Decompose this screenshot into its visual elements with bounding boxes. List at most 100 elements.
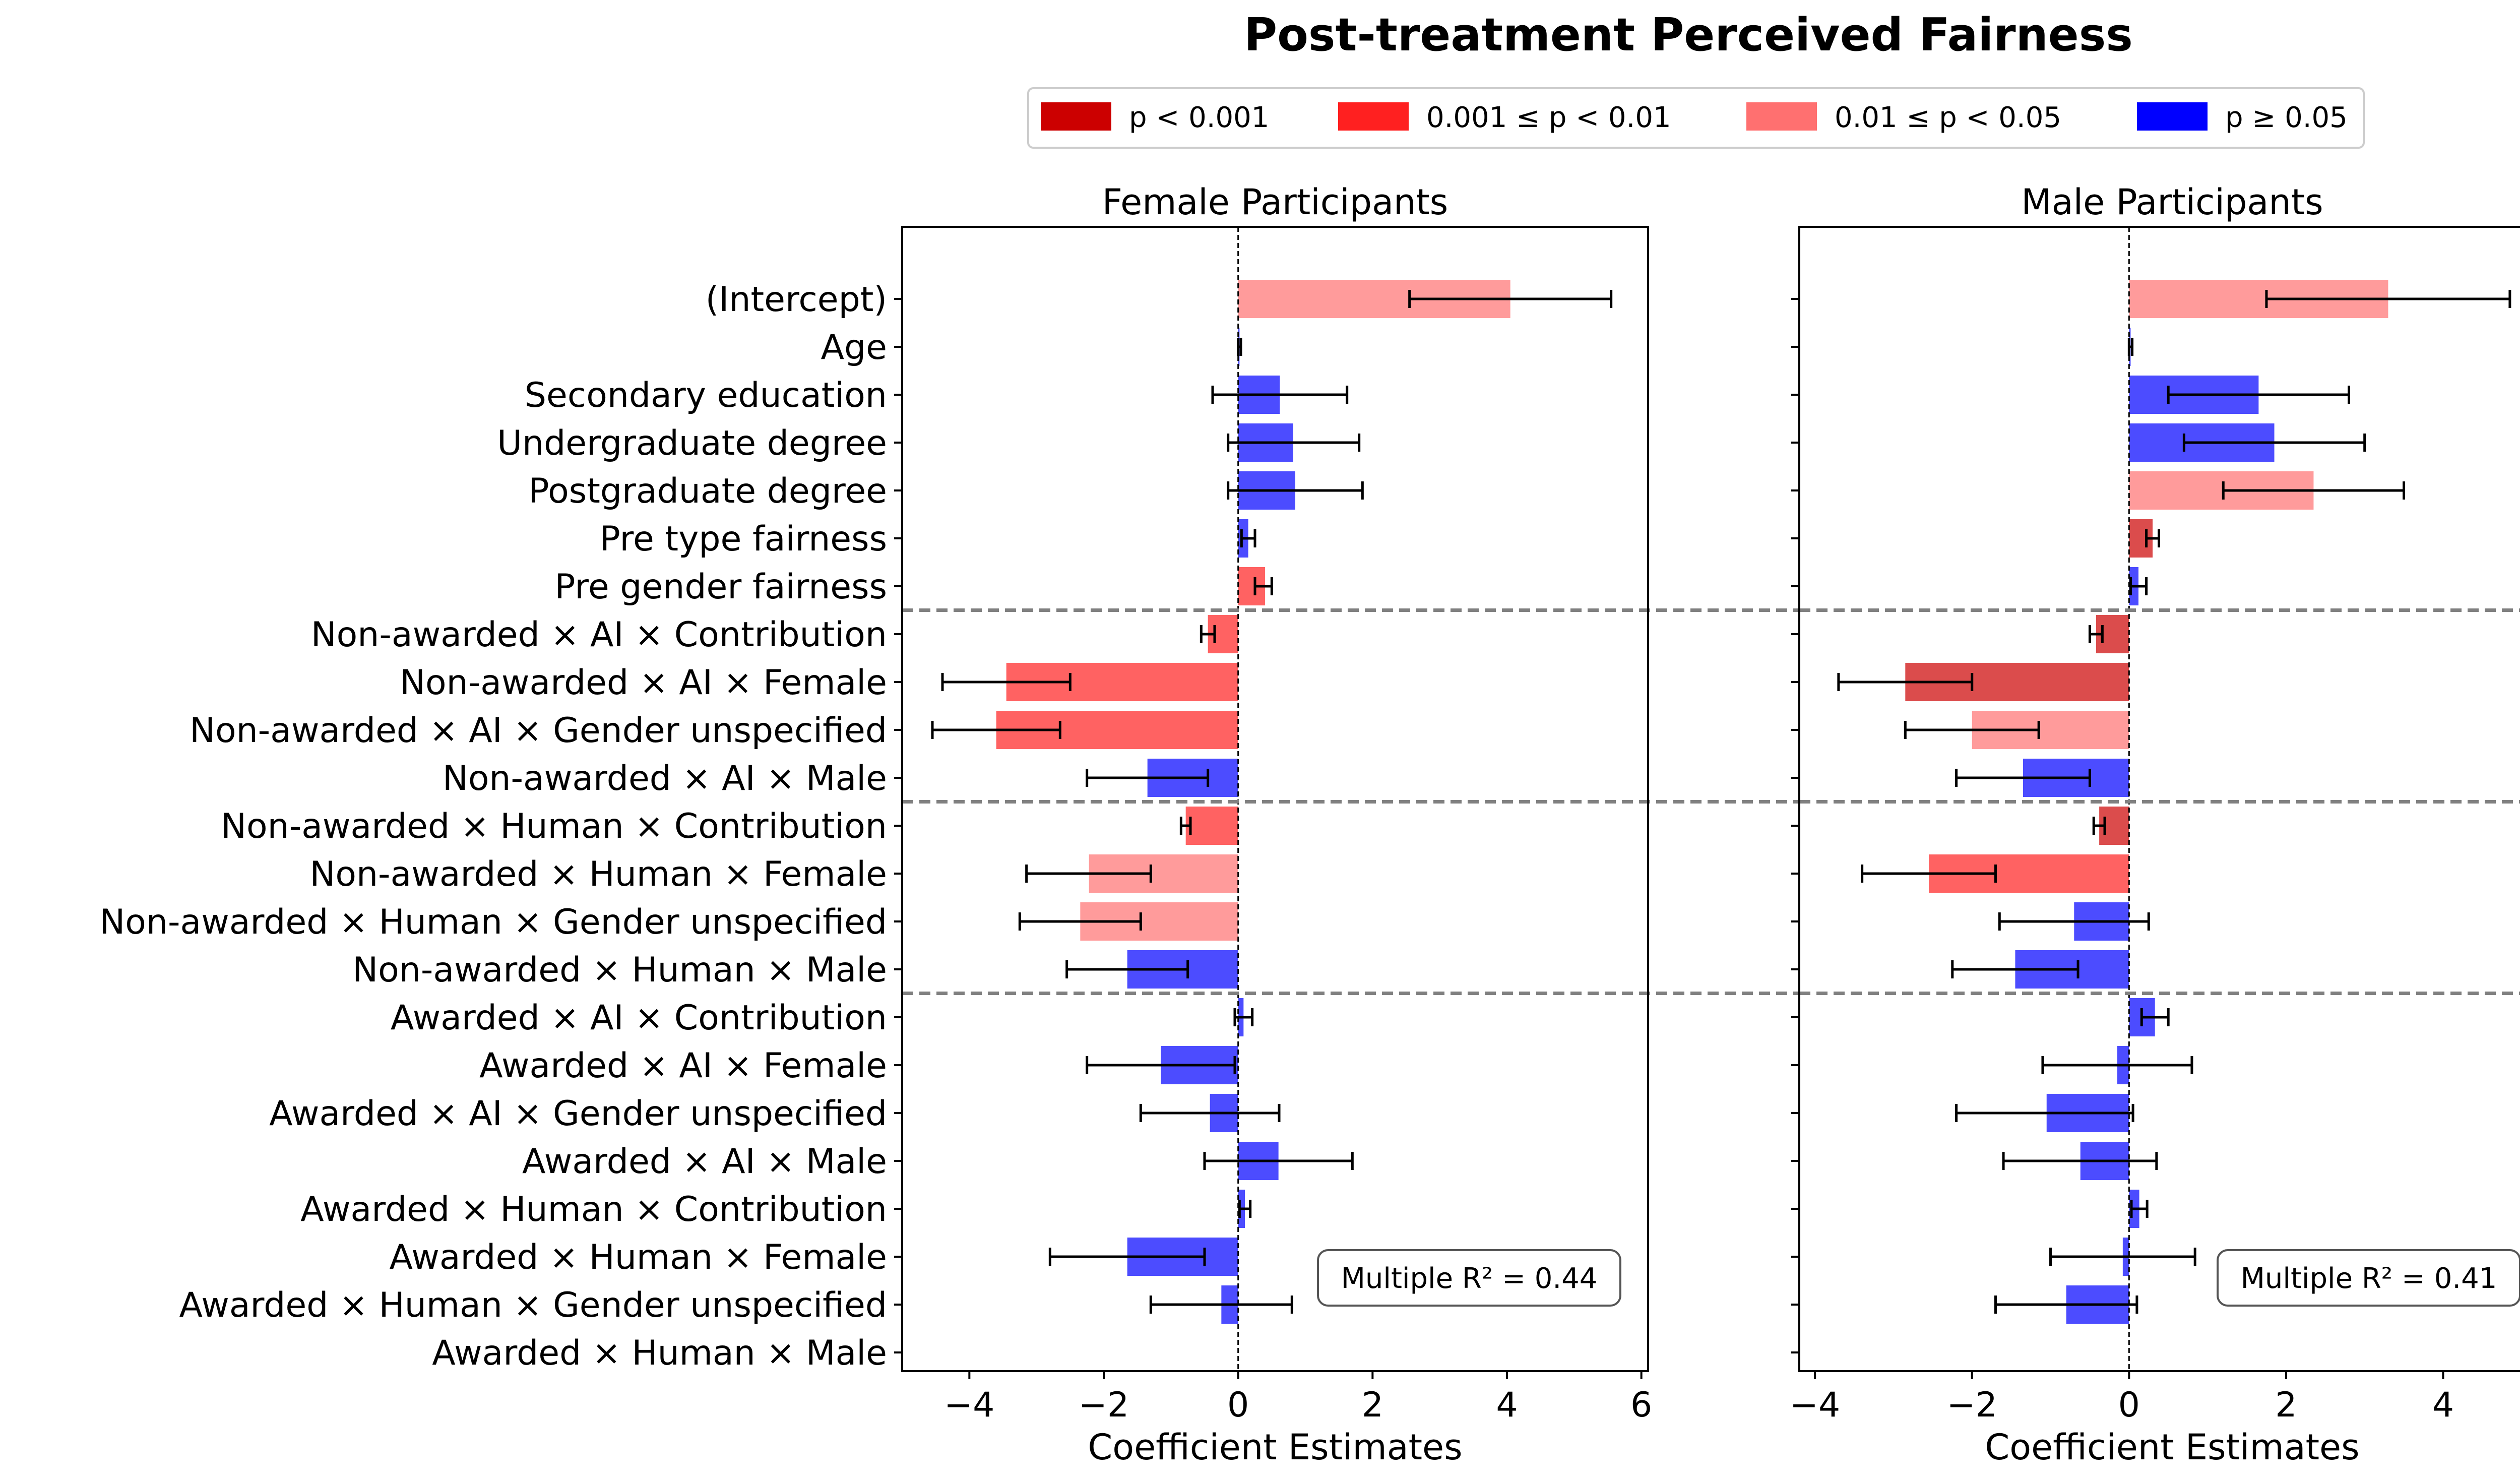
r2-annotation: Multiple R² = 0.41 bbox=[2217, 1249, 2520, 1307]
error-bar-11 bbox=[1179, 817, 1192, 835]
panel-title: Female Participants bbox=[1102, 181, 1448, 223]
chart-title: Post-treatment Perceived Fairness bbox=[1244, 9, 2133, 61]
error-bar-12 bbox=[1025, 865, 1152, 883]
error-bar-16 bbox=[1086, 1056, 1236, 1074]
ytick-label-5: Pre type fairness bbox=[600, 519, 887, 559]
error-bar-7 bbox=[1200, 625, 1216, 643]
error-bar-19 bbox=[2130, 1200, 2149, 1218]
ytick-label-16: Awarded × AI × Female bbox=[479, 1046, 887, 1086]
error-bar-1 bbox=[2127, 338, 2134, 356]
error-bar-15 bbox=[1233, 1008, 1254, 1026]
r2-text: Multiple R² = 0.44 bbox=[1341, 1262, 1598, 1295]
x-axis-label: Coefficient Estimates bbox=[1985, 1427, 2359, 1468]
xtick-label-0: −4 bbox=[1790, 1385, 1840, 1425]
error-bar-16 bbox=[2041, 1056, 2193, 1074]
error-bar-9 bbox=[1904, 721, 2040, 739]
legend: p < 0.001 0.001 ≤ p < 0.01 0.01 ≤ p < 0.05… bbox=[1027, 87, 2365, 149]
ytick-label-20: Awarded × Human × Female bbox=[390, 1238, 888, 1277]
error-bar-9 bbox=[931, 721, 1061, 739]
legend-label-p1: 0.001 ≤ p < 0.01 bbox=[1426, 101, 1671, 134]
axes-frame bbox=[901, 226, 1649, 1372]
ytick-label-10: Non-awarded × AI × Male bbox=[443, 759, 887, 798]
xtick-label-4: 4 bbox=[2432, 1385, 2454, 1425]
xtick-label-5: 6 bbox=[1630, 1385, 1652, 1425]
error-bar-18 bbox=[2002, 1152, 2158, 1170]
axes-frame bbox=[1798, 226, 2520, 1372]
ytick-label-11: Non-awarded × Human × Contribution bbox=[221, 807, 887, 846]
error-bar-7 bbox=[2088, 625, 2104, 643]
error-bar-5 bbox=[2145, 529, 2161, 547]
ytick-label-21: Awarded × Human × Gender unspecified bbox=[179, 1285, 887, 1325]
error-bar-1 bbox=[1237, 338, 1242, 356]
ytick-label-6: Pre gender fairness bbox=[555, 567, 887, 607]
ytick-label-15: Awarded × AI × Contribution bbox=[391, 998, 887, 1038]
legend-label-p2: 0.01 ≤ p < 0.05 bbox=[1835, 101, 2061, 134]
error-bar-5 bbox=[1240, 529, 1256, 547]
ytick-label-18: Awarded × AI × Male bbox=[522, 1142, 887, 1182]
error-bar-21 bbox=[1994, 1296, 2138, 1314]
ytick-label-3: Undergraduate degree bbox=[497, 423, 887, 463]
error-bar-3 bbox=[2182, 434, 2366, 452]
error-bar-17 bbox=[1139, 1104, 1281, 1122]
panel-title: Male Participants bbox=[2021, 181, 2323, 223]
error-bar-13 bbox=[1998, 912, 2150, 931]
ytick-label-9: Non-awarded × AI × Gender unspecified bbox=[190, 711, 887, 751]
error-bar-19 bbox=[1238, 1200, 1252, 1218]
legend-label-p0: p < 0.001 bbox=[1129, 101, 1269, 134]
error-bar-13 bbox=[1018, 912, 1142, 931]
error-bar-21 bbox=[1149, 1296, 1293, 1314]
ytick-label-7: Non-awarded × AI × Contribution bbox=[311, 615, 887, 655]
ytick-label-19: Awarded × Human × Contribution bbox=[300, 1190, 887, 1229]
legend-swatch-p3 bbox=[2137, 102, 2208, 131]
xtick-label-4: 4 bbox=[1496, 1385, 1518, 1425]
error-bar-6 bbox=[1253, 577, 1273, 595]
error-bar-2 bbox=[2167, 386, 2351, 404]
error-bar-3 bbox=[1227, 434, 1361, 452]
error-bar-18 bbox=[1203, 1152, 1354, 1170]
error-bar-2 bbox=[1211, 386, 1349, 404]
error-bar-17 bbox=[1955, 1104, 2134, 1122]
r2-annotation: Multiple R² = 0.44 bbox=[1317, 1249, 1621, 1307]
ytick-label-22: Awarded × Human × Male bbox=[432, 1333, 887, 1373]
ytick-label-12: Non-awarded × Human × Female bbox=[309, 854, 887, 894]
error-bar-0 bbox=[2265, 290, 2511, 308]
bar-11 bbox=[1185, 807, 1238, 845]
xtick-label-3: 2 bbox=[2275, 1385, 2297, 1425]
error-bar-11 bbox=[2092, 817, 2106, 835]
legend-swatch-p1 bbox=[1338, 102, 1409, 131]
ytick-label-2: Secondary education bbox=[525, 376, 887, 415]
error-bar-12 bbox=[1861, 865, 1997, 883]
r2-text: Multiple R² = 0.41 bbox=[2241, 1262, 2497, 1295]
panel-male: Male Participants −4 −2 0 2 4 Coefficient Esti… bbox=[1790, 181, 2520, 1468]
error-bar-4 bbox=[2222, 481, 2406, 500]
legend-swatch-p2 bbox=[1746, 102, 1817, 131]
error-bar-8 bbox=[1837, 673, 1974, 691]
x-axis-label: Coefficient Estimates bbox=[1088, 1427, 1462, 1468]
ytick-label-4: Postgraduate degree bbox=[529, 471, 887, 511]
legend-label-p3: p ≥ 0.05 bbox=[2225, 101, 2348, 134]
error-bar-4 bbox=[1227, 481, 1364, 500]
xtick-label-3: 2 bbox=[1362, 1385, 1383, 1425]
error-bar-0 bbox=[1408, 290, 1613, 308]
error-bar-14 bbox=[1951, 960, 2080, 978]
error-bar-8 bbox=[941, 673, 1072, 691]
error-bar-20 bbox=[1048, 1248, 1206, 1266]
error-bar-14 bbox=[1065, 960, 1189, 978]
panel-female: Female Participants (Intercept) Age Seconda… bbox=[99, 181, 1799, 1468]
ytick-label-1: Age bbox=[821, 328, 887, 367]
xtick-label-1: −2 bbox=[1947, 1385, 1997, 1425]
xtick-label-0: −4 bbox=[944, 1385, 994, 1425]
ytick-label-13: Non-awarded × Human × Gender unspecified bbox=[99, 902, 887, 942]
xtick-label-2: 0 bbox=[2118, 1385, 2140, 1425]
xtick-label-2: 0 bbox=[1227, 1385, 1249, 1425]
xtick-label-1: −2 bbox=[1079, 1385, 1129, 1425]
error-bar-6 bbox=[2129, 577, 2148, 595]
error-bar-20 bbox=[2049, 1248, 2196, 1266]
ytick-label-8: Non-awarded × AI × Female bbox=[400, 663, 887, 703]
ytick-label-14: Non-awarded × Human × Male bbox=[352, 950, 887, 990]
legend-swatch-p0 bbox=[1041, 102, 1111, 131]
ytick-label-17: Awarded × AI × Gender unspecified bbox=[269, 1094, 887, 1134]
error-bar-15 bbox=[2140, 1008, 2170, 1026]
error-bar-10 bbox=[1086, 769, 1210, 787]
